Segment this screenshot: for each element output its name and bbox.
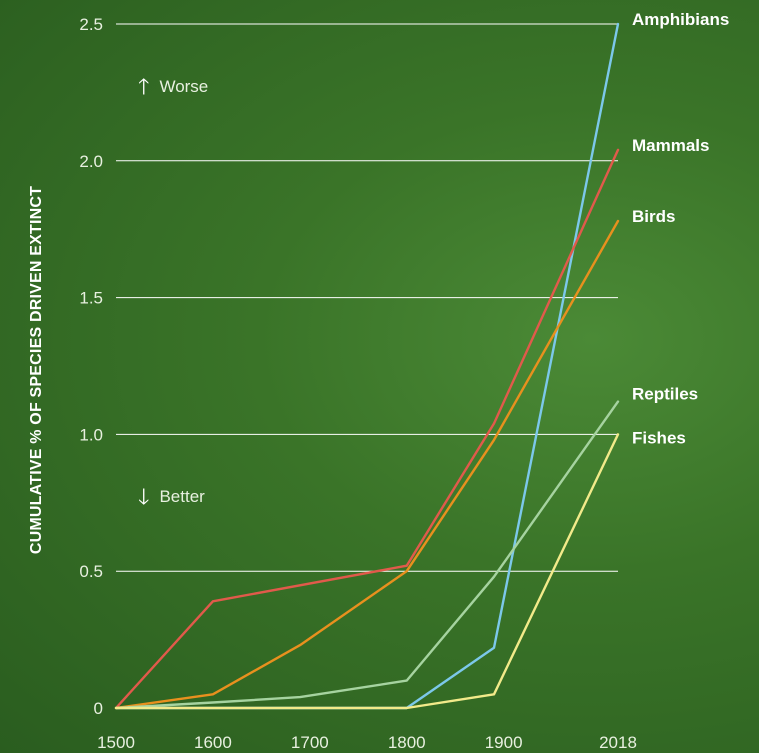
down-arrow-icon: 🡓 <box>138 484 150 509</box>
series-line-fishes <box>114 433 620 710</box>
series-line-birds <box>114 219 620 710</box>
y-tick-label: 2.5 <box>79 15 103 34</box>
y-tick-label: 1.0 <box>79 425 103 444</box>
x-tick-label: 1600 <box>194 733 232 752</box>
series-label-birds: Birds <box>632 207 675 226</box>
y-tick-label: 2.0 <box>79 152 103 171</box>
series-label-reptiles: Reptiles <box>632 385 698 404</box>
grid-lines <box>116 23 618 572</box>
x-tick-label: 1700 <box>291 733 329 752</box>
y-tick-label: 1.5 <box>79 289 103 308</box>
x-tick-label: 1500 <box>97 733 135 752</box>
series-line-amphibians <box>114 22 620 710</box>
series-labels: Amphibians Mammals Birds Reptiles Fishes <box>632 10 729 447</box>
x-tick-label: 1900 <box>485 733 523 752</box>
tick-labels: 0 0.5 1.0 1.5 2.0 2.5 1500 1600 1700 1800 1900 2018 <box>79 15 637 752</box>
up-arrow-icon: 🡑 <box>138 74 150 99</box>
y-axis-label: CUMULATIVE % OF SPECIES DRIVEN EXTINCT <box>28 185 45 555</box>
series-label-mammals: Mammals <box>632 136 709 155</box>
series-line-mammals <box>114 148 620 710</box>
series-label-fishes: Fishes <box>632 428 686 447</box>
worse-annotation: 🡑 Worse <box>138 76 208 98</box>
series-lines <box>114 22 620 710</box>
better-label: Better <box>159 487 205 506</box>
y-tick-label: 0 <box>94 699 103 718</box>
x-tick-label: 2018 <box>599 733 637 752</box>
series-line-reptiles <box>114 400 620 710</box>
y-tick-label: 0.5 <box>79 562 103 581</box>
x-tick-label: 1800 <box>388 733 426 752</box>
better-annotation: 🡓 Better <box>138 486 205 508</box>
worse-label: Worse <box>159 77 209 96</box>
series-label-amphibians: Amphibians <box>632 10 729 29</box>
